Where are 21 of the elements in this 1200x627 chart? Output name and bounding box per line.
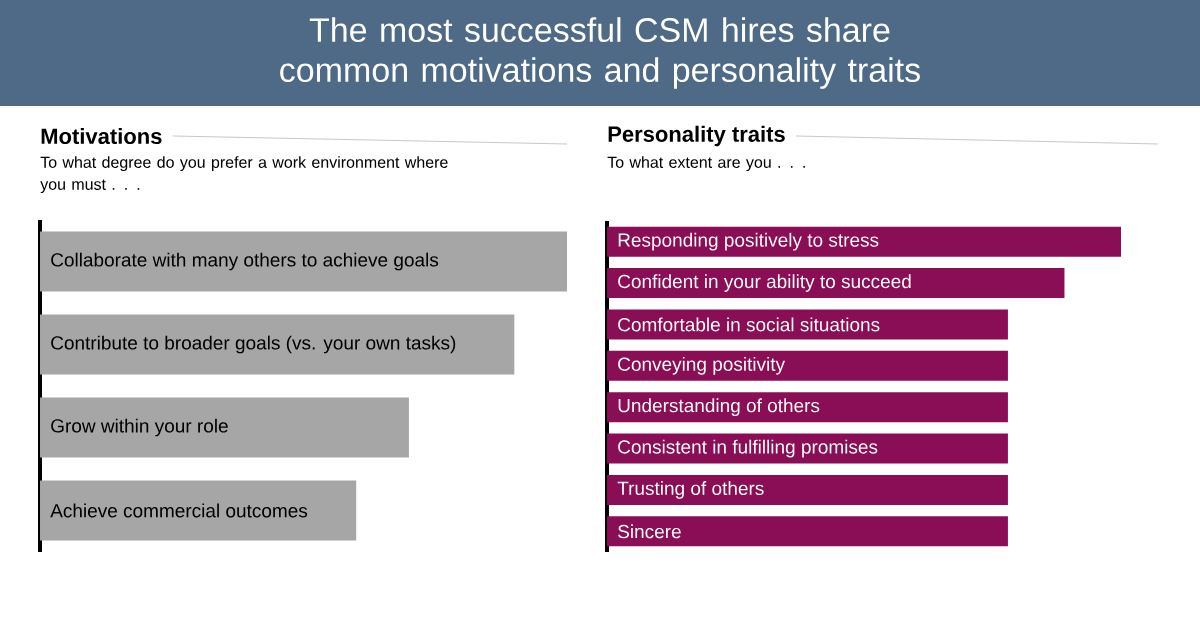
chart-subtitle: To what extent are you . . . [607, 156, 805, 172]
y-tick-label: Conveying positivity [618, 356, 786, 375]
y-tick-label: Grow within your role [51, 418, 228, 437]
y-tick-label: Consistent in fulfilling promises [618, 439, 878, 458]
chart-title: Personality traits [608, 125, 785, 147]
text: The most successful CSM hires share common motivations and personality traits [280, 17, 920, 89]
y-tick-label: Achieve commercial outcomes [50, 503, 308, 518]
y-tick-label: Understanding of others [618, 398, 820, 417]
y-tick-label: Trusting of others [617, 481, 764, 499]
chart-subtitle: To what degree do you prefer a work environment where you must . . . [40, 156, 448, 194]
chart-title: Motivations [41, 127, 162, 145]
bar [40, 231, 568, 292]
y-tick-label: Confident in your ability to succeed [618, 274, 911, 292]
bar [40, 480, 357, 541]
bar [40, 397, 409, 458]
y-tick-label: Contribute to broader goals (vs. your own tasks) [51, 335, 456, 354]
y-tick-label: Responding positively to stress [618, 232, 879, 251]
bar [40, 314, 515, 375]
y-tick-label: Collaborate with many others to achieve goals [51, 252, 439, 271]
y-tick-label: Sincere [618, 524, 681, 539]
y-tick-label: Comfortable in social situations [618, 317, 880, 332]
